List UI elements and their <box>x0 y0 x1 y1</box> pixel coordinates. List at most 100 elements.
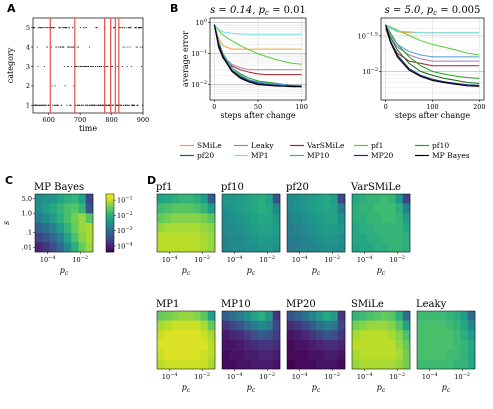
category-sample <box>36 46 38 48</box>
heatmap-cell <box>171 359 179 370</box>
heatmap-cell <box>323 340 331 350</box>
panel-letter-a: A <box>7 2 16 15</box>
heatmap-xlabel: pc <box>247 383 256 394</box>
heatmap-xlabel: pc <box>60 266 69 277</box>
heatmap-cell <box>337 311 346 321</box>
xtick-label: 100 <box>426 103 438 111</box>
heatmap-cell <box>157 223 165 233</box>
heatmap-cell <box>330 311 338 321</box>
heatmap-cell <box>85 194 94 204</box>
heatmap-cell <box>243 213 252 224</box>
heatmap-frame <box>351 193 411 253</box>
heatmap-xtick-label: 10−2 <box>72 255 88 264</box>
heatmap-cell <box>193 340 201 350</box>
category-sample <box>43 27 45 29</box>
heatmap-cell <box>287 223 295 233</box>
category-sample <box>33 27 35 29</box>
category-sample <box>142 104 144 106</box>
heatmap-cell <box>272 203 281 214</box>
heatmap-cell <box>193 203 201 214</box>
heatmap-cell <box>388 349 396 360</box>
heatmap-cell <box>207 311 216 321</box>
heatmap-cell <box>207 340 216 350</box>
heatmap-cell <box>388 359 396 370</box>
heatmap-cell <box>431 330 439 341</box>
heatmap-cell <box>49 223 57 233</box>
category-sample <box>40 104 41 106</box>
category-sample <box>41 104 43 106</box>
heatmap-cell <box>316 242 324 253</box>
category-sample <box>141 27 143 29</box>
heatmap-cell <box>35 242 43 253</box>
heatmap-cell <box>337 340 346 350</box>
colorbar-segment <box>106 225 114 228</box>
colorbar-segment <box>106 199 114 202</box>
category-sample <box>72 27 74 29</box>
category-sample <box>98 104 100 106</box>
heatmap-cell <box>243 203 252 214</box>
heatmap-cell <box>265 223 273 233</box>
heatmap-cell <box>373 340 382 350</box>
heatmap-cell <box>207 223 216 233</box>
series-line-pf1 <box>385 24 480 56</box>
category-sample <box>119 104 121 106</box>
heatmap-cell <box>323 194 331 204</box>
heatmap-cell <box>178 194 187 204</box>
heatmap-cell <box>337 194 346 204</box>
heatmap-cell <box>186 340 194 350</box>
heatmap-cell <box>359 232 367 243</box>
heatmap-cell <box>417 330 425 341</box>
heatmap-cell <box>381 320 389 331</box>
heatmap-cell <box>402 242 411 253</box>
heatmap-cell <box>222 242 230 253</box>
heatmap-cell <box>395 349 403 360</box>
panel-a-frame <box>32 17 144 114</box>
heatmap-cell <box>64 194 72 204</box>
panel-a-xtick-label: 700 <box>74 116 86 124</box>
heatmap-pf10 <box>222 194 281 253</box>
heatmap-cell <box>272 232 281 243</box>
heatmap-cell <box>200 223 208 233</box>
heatmap-cell <box>460 330 468 341</box>
category-sample <box>128 104 130 106</box>
heatmap-cell <box>316 311 324 321</box>
category-sample <box>73 46 75 48</box>
heatmap-cell <box>64 203 72 214</box>
colorbar-tick-label: 10−1 <box>117 196 133 205</box>
heatmap-xlabel: pc <box>312 266 321 277</box>
heatmap-cell <box>330 213 338 224</box>
heatmap-cell <box>71 223 79 233</box>
heatmap-cell <box>431 359 439 370</box>
heatmap-cell <box>164 203 172 214</box>
heatmap-cell <box>395 203 403 214</box>
heatmap-cell <box>373 242 382 253</box>
category-sample <box>44 104 46 106</box>
category-sample <box>94 104 96 106</box>
heatmap-cell <box>42 213 50 224</box>
colorbar-segment <box>106 238 114 241</box>
heatmap-cell <box>186 349 194 360</box>
heatmap-cell <box>164 194 172 204</box>
heatmap-cell <box>85 232 94 243</box>
heatmap-cell <box>294 330 302 341</box>
category-sample <box>139 46 141 48</box>
category-sample <box>95 27 97 29</box>
heatmap-cell <box>323 349 331 360</box>
category-sample <box>130 66 132 67</box>
heatmap-cell <box>207 330 216 341</box>
heatmap-cell <box>460 359 468 370</box>
xtick-label: 50 <box>254 103 262 111</box>
category-sample <box>86 66 88 67</box>
series-line-mp20 <box>385 24 480 86</box>
heatmap-cell <box>229 194 237 204</box>
category-sample <box>37 66 39 67</box>
heatmap-cell <box>265 242 273 253</box>
heatmap-cell <box>316 349 324 360</box>
heatmap-cell <box>243 330 252 341</box>
category-sample <box>37 104 38 106</box>
heatmap-cell <box>323 213 331 224</box>
heatmap-cell <box>193 349 201 360</box>
heatmap-cell <box>178 349 187 360</box>
heatmap-cell <box>294 213 302 224</box>
heatmap-cell <box>294 311 302 321</box>
